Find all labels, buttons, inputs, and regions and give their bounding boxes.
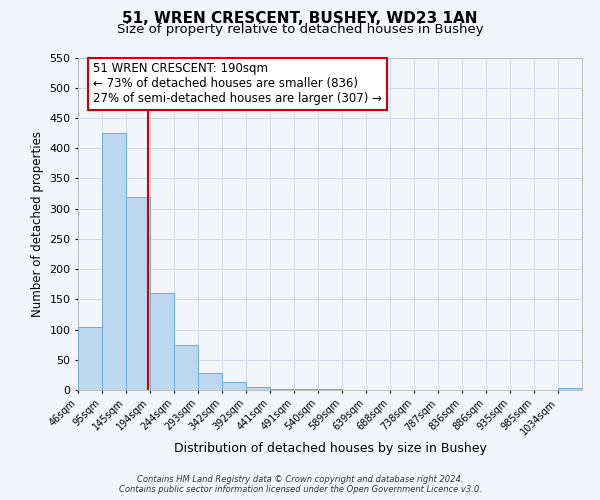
- Text: Size of property relative to detached houses in Bushey: Size of property relative to detached ho…: [116, 22, 484, 36]
- Bar: [294, 389, 318, 390]
- Bar: [246, 387, 270, 390]
- Bar: [198, 373, 222, 390]
- Y-axis label: Number of detached properties: Number of detached properties: [31, 130, 44, 317]
- Text: Contains HM Land Registry data © Crown copyright and database right 2024.
Contai: Contains HM Land Registry data © Crown c…: [119, 474, 481, 494]
- X-axis label: Distribution of detached houses by size in Bushey: Distribution of detached houses by size …: [173, 442, 487, 456]
- Bar: [150, 294, 174, 390]
- Text: 51 WREN CRESCENT: 190sqm
← 73% of detached houses are smaller (836)
27% of semi-: 51 WREN CRESCENT: 190sqm ← 73% of detach…: [93, 62, 382, 106]
- Bar: [270, 389, 294, 390]
- Bar: [222, 382, 246, 390]
- Text: 51, WREN CRESCENT, BUSHEY, WD23 1AN: 51, WREN CRESCENT, BUSHEY, WD23 1AN: [122, 11, 478, 26]
- Bar: [174, 344, 198, 390]
- Bar: [126, 196, 150, 390]
- Bar: [102, 133, 126, 390]
- Bar: [78, 326, 102, 390]
- Bar: [558, 388, 582, 390]
